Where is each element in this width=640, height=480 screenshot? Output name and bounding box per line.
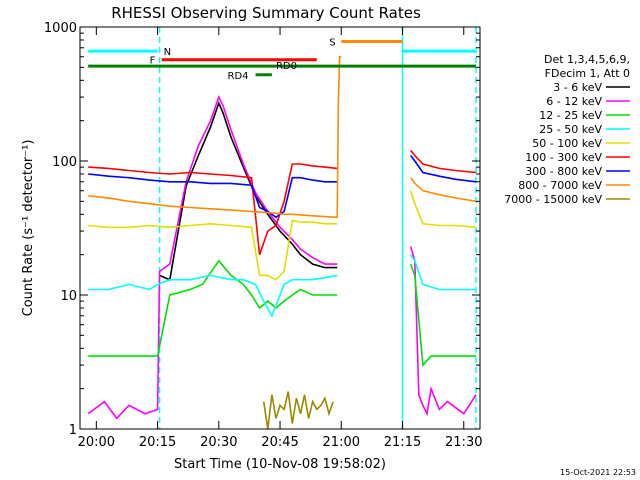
series-line xyxy=(159,101,338,281)
series-line xyxy=(262,391,334,429)
x-axis-label: Start Time (10-Nov-08 19:58:02) xyxy=(174,457,386,472)
legend-entry-label: 3 - 6 keV xyxy=(553,81,602,94)
footer-date: 15-Oct-2021 22:53 xyxy=(560,468,636,477)
annotation-label: F xyxy=(150,56,156,67)
y-tick-label: 1 xyxy=(69,423,77,438)
series-line xyxy=(88,173,338,219)
series-line xyxy=(87,95,338,420)
y-tick-label: 1000 xyxy=(44,21,77,36)
x-tick-label: 20:15 xyxy=(139,435,176,450)
series-line xyxy=(88,219,338,281)
series-line xyxy=(88,55,342,219)
annotation-label: S xyxy=(329,37,335,48)
series-line xyxy=(88,274,338,318)
y-tick-label: 100 xyxy=(52,155,77,170)
y-tick-label: 10 xyxy=(60,289,77,304)
legend-header-line-2: FDecim 1, Att 0 xyxy=(545,67,630,80)
legend-entry-label: 50 - 100 keV xyxy=(532,137,602,150)
series-line xyxy=(409,190,477,229)
legend-entry-label: 7000 - 15000 keV xyxy=(504,193,602,206)
legend-entry-label: 6 - 12 keV xyxy=(546,95,602,108)
annotation-label: RD4 xyxy=(228,71,249,82)
series-line xyxy=(410,155,477,183)
y-axis: 1 10 100 1000 xyxy=(44,21,480,438)
plot-area: NF S RD0 RD4 xyxy=(87,27,477,429)
annotation-label: RD0 xyxy=(276,61,297,72)
x-axis: 20:00 20:15 20:30 20:45 21:00 21:15 21:30 xyxy=(78,27,482,450)
x-tick-label: 21:15 xyxy=(384,435,421,450)
chart-title: RHESSI Observing Summary Count Rates xyxy=(111,4,421,22)
x-tick-label: 21:00 xyxy=(323,435,360,450)
series-line xyxy=(409,246,477,417)
legend-entry-label: 800 - 7000 keV xyxy=(518,179,602,192)
legend-entry-label: 12 - 25 keV xyxy=(539,109,602,122)
series-line xyxy=(409,263,476,367)
legend-header-line-1: Det 1,3,4,5,6,9, xyxy=(544,53,630,66)
x-tick-label: 20:45 xyxy=(261,435,298,450)
series-group xyxy=(87,27,477,429)
legend-entry-label: 25 - 50 keV xyxy=(539,123,602,136)
series-line xyxy=(88,259,338,357)
legend: Det 1,3,4,5,6,9, FDecim 1, Att 0 3 - 6 k… xyxy=(504,53,630,206)
series-line xyxy=(88,163,338,255)
x-tick-label: 20:00 xyxy=(78,435,115,450)
x-tick-label: 20:30 xyxy=(200,435,237,450)
series-line xyxy=(410,177,477,203)
y-axis-label: Count Rate (s⁻¹ detector⁻¹) xyxy=(21,140,36,317)
legend-entry-label: 100 - 300 keV xyxy=(525,151,602,164)
series-line xyxy=(410,254,476,291)
legend-entry-label: 300 - 800 keV xyxy=(525,165,602,178)
annotation-label: N xyxy=(164,47,171,58)
x-tick-label: 21:30 xyxy=(445,435,482,450)
series-line xyxy=(410,149,477,174)
